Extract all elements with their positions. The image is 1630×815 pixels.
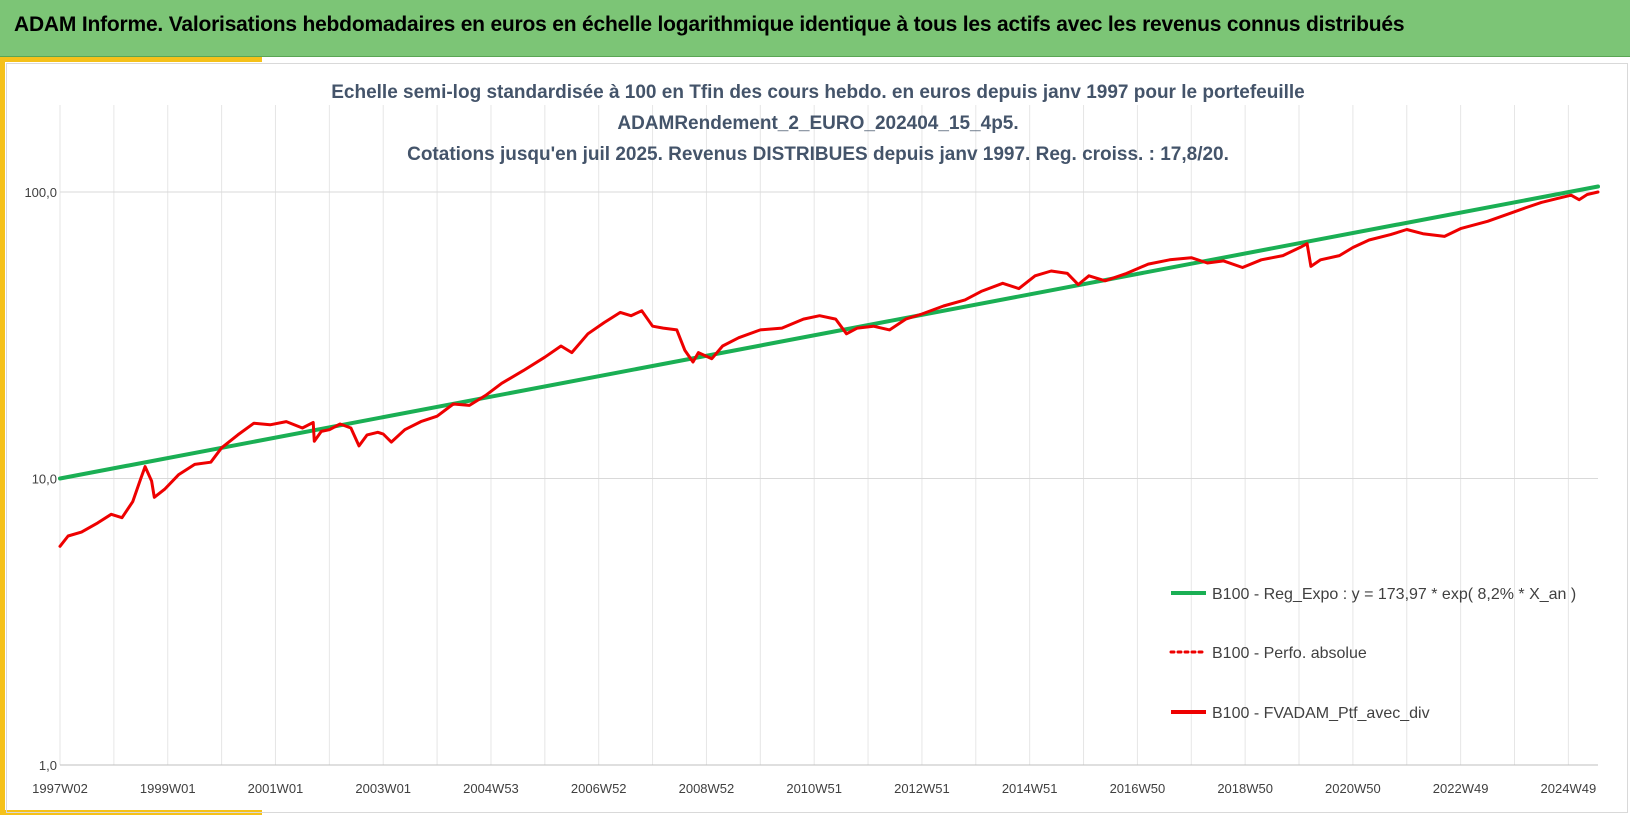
regression-line xyxy=(58,184,1600,481)
x-tick-label: 2012W51 xyxy=(894,781,950,796)
x-tick-label: 2008W52 xyxy=(679,781,735,796)
x-tick-label: 2018W50 xyxy=(1217,781,1273,796)
legend-label: B100 - Perfo. absolue xyxy=(1212,645,1367,662)
chart-title: Echelle semi-log standardisée à 100 en T… xyxy=(331,82,1305,165)
y-axis-ticks: 1,0 10,0 100,0 xyxy=(24,185,57,773)
legend-label: B100 - Reg_Expo : y = 173,97 * exp( 8,2%… xyxy=(1212,586,1576,603)
chart-legend: B100 - Reg_Expo : y = 173,97 * exp( 8,2%… xyxy=(1169,586,1576,722)
y-tick-label: 1,0 xyxy=(39,758,57,773)
x-tick-label: 2006W52 xyxy=(571,781,627,796)
chart-title-line-1: Echelle semi-log standardisée à 100 en T… xyxy=(331,82,1305,103)
horizontal-gridlines xyxy=(60,191,1598,766)
x-tick-label: 2024W49 xyxy=(1541,781,1597,796)
report-title: ADAM Informe. Valorisations hebdomadaire… xyxy=(14,13,1405,36)
legend-label: B100 - FVADAM_Ptf_avec_div xyxy=(1212,705,1430,722)
x-tick-label: 2003W01 xyxy=(355,781,411,796)
accent-bar-left xyxy=(0,57,5,815)
series-layer xyxy=(58,184,1600,548)
x-axis-ticks: 1997W02 1999W01 2001W01 2003W01 2004W53 2006W… xyxy=(32,781,1596,796)
chart-title-line-2: ADAMRendement_2_EURO_202404_15_4p5. xyxy=(617,113,1018,134)
x-tick-label: 2022W49 xyxy=(1433,781,1489,796)
accent-bar-top xyxy=(0,57,262,62)
x-tick-label: 2016W50 xyxy=(1110,781,1166,796)
y-tick-label: 100,0 xyxy=(24,185,57,200)
x-tick-label: 2010W51 xyxy=(786,781,842,796)
legend-item-absolute-perf: B100 - Perfo. absolue xyxy=(1169,645,1367,662)
portfolio-line xyxy=(58,190,1600,548)
report-banner: ADAM Informe. Valorisations hebdomadaire… xyxy=(0,0,1630,57)
chart-frame xyxy=(6,63,1628,813)
x-tick-label: 2014W51 xyxy=(1002,781,1058,796)
x-tick-label: 1997W02 xyxy=(32,781,88,796)
x-tick-label: 2020W50 xyxy=(1325,781,1381,796)
chart-title-line-3: Cotations jusqu'en juil 2025. Revenus DI… xyxy=(407,144,1229,165)
x-tick-label: 2004W53 xyxy=(463,781,519,796)
legend-item-portfolio: B100 - FVADAM_Ptf_avec_div xyxy=(1171,705,1430,722)
x-tick-label: 2001W01 xyxy=(248,781,304,796)
y-tick-label: 10,0 xyxy=(32,472,57,487)
legend-item-regression: B100 - Reg_Expo : y = 173,97 * exp( 8,2%… xyxy=(1171,586,1576,603)
x-tick-label: 1999W01 xyxy=(140,781,196,796)
